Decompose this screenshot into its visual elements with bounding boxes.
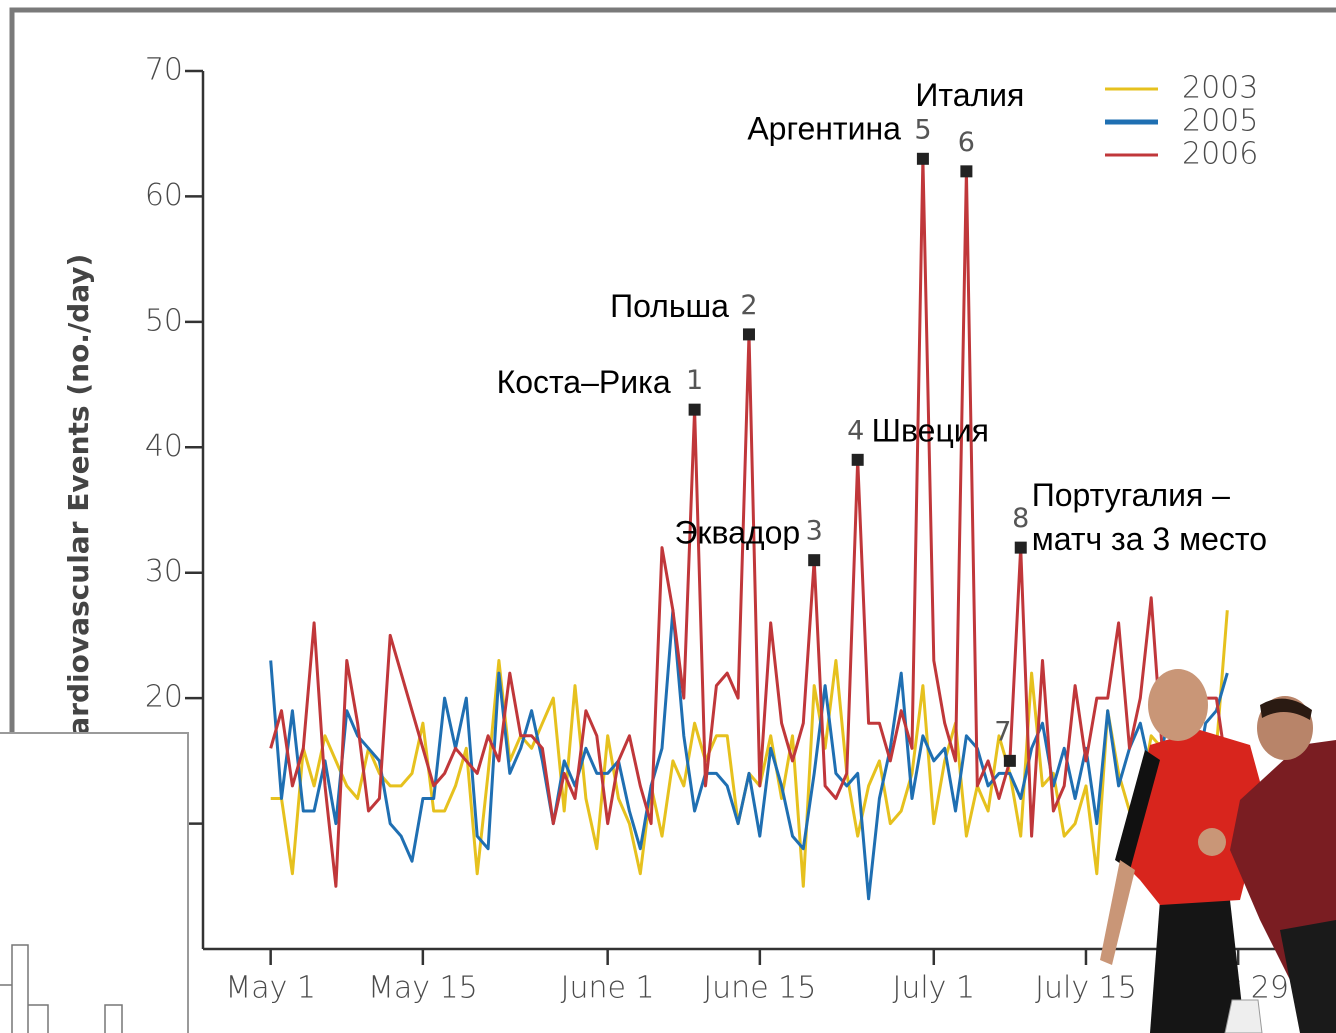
- y-tick-label: 50: [145, 303, 183, 338]
- annotation: Португалия –: [1032, 477, 1230, 513]
- y-tick-label: 30: [145, 554, 183, 589]
- match-marker: [851, 453, 864, 466]
- match-number: 8: [1012, 503, 1029, 534]
- legend-label: 2003: [1182, 71, 1258, 106]
- match-number: 6: [958, 127, 975, 158]
- frame: [9, 7, 1336, 1033]
- annotation: Коста–Рика: [497, 364, 671, 400]
- players-photo: [1100, 669, 1336, 1033]
- sock: [1224, 999, 1263, 1033]
- match-number: 7: [994, 716, 1011, 747]
- match-number: 1: [686, 365, 703, 396]
- annotation: Польша: [610, 288, 729, 324]
- inset-histogram: [0, 944, 123, 1033]
- match-marker: [742, 328, 755, 341]
- y-tick-label: 70: [145, 53, 183, 88]
- hair: [1260, 698, 1312, 720]
- x-tick-label: June 1: [561, 971, 655, 1006]
- match-number: 3: [806, 516, 823, 547]
- shorts: [1150, 900, 1245, 1033]
- match-number: 4: [847, 415, 864, 446]
- annotation: Аргентина: [747, 110, 901, 146]
- annotation: Швеция: [872, 412, 989, 448]
- match-number: 5: [914, 114, 931, 145]
- x-tick-label: June 15: [703, 971, 816, 1006]
- match-marker: [916, 152, 929, 165]
- overlay: [0, 669, 1336, 1033]
- annotation: Эквадор: [674, 515, 800, 551]
- y-tick-label: 60: [145, 178, 183, 213]
- annotation: Италия: [915, 77, 1024, 113]
- x-tick-label: May 1: [225, 971, 316, 1006]
- y-tick-label: 20: [145, 680, 183, 715]
- annotation: матч за 3 место: [1032, 521, 1267, 557]
- head: [1148, 669, 1208, 741]
- match-marker: [1003, 754, 1016, 767]
- shorts: [1280, 920, 1336, 1033]
- legend-label: 2006: [1182, 137, 1258, 172]
- match-marker: [1014, 541, 1027, 554]
- x-tick-label: May 15: [368, 971, 478, 1006]
- match-marker: [808, 554, 821, 567]
- fist: [1198, 828, 1226, 856]
- legend-label: 2005: [1182, 104, 1258, 139]
- sleeve-stripe: [1115, 750, 1160, 870]
- inset-panel: [0, 732, 189, 1033]
- match-marker: [960, 165, 973, 178]
- x-tick-label: July 1: [892, 971, 975, 1006]
- x-tick-label: July 15: [1035, 971, 1137, 1006]
- y-tick-label: 40: [145, 429, 183, 464]
- y-axis-label: Cardiovascular Events (no./day): [62, 254, 95, 757]
- match-number: 2: [740, 290, 757, 321]
- match-marker: [688, 403, 701, 416]
- arm: [1100, 860, 1135, 965]
